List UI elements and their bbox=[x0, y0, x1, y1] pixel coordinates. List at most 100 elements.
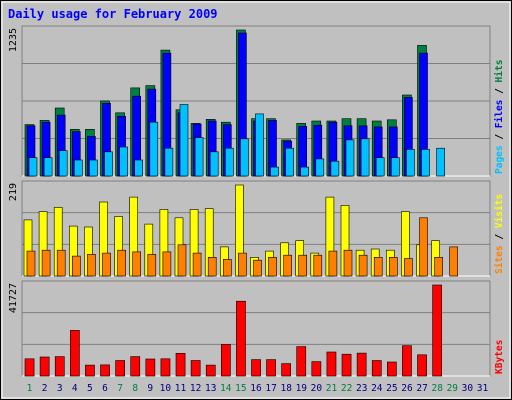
bar-pages-day-2 bbox=[43, 157, 53, 177]
bar-sites-day-24 bbox=[373, 256, 383, 277]
bar-pages-day-19 bbox=[300, 166, 310, 177]
bar-kbytes-day-3 bbox=[54, 356, 65, 377]
bar-kbytes-day-4 bbox=[70, 330, 80, 377]
x-tick-label-day-1: 1 bbox=[27, 383, 33, 394]
x-tick-label-day-8: 8 bbox=[132, 383, 138, 394]
x-tick-label-day-10: 10 bbox=[160, 383, 172, 394]
bar-pages-day-17 bbox=[270, 166, 279, 177]
bar-sites-day-6 bbox=[102, 252, 111, 277]
bar-kbytes-day-15 bbox=[236, 300, 246, 377]
legend-separator: / bbox=[494, 82, 505, 99]
x-tick-label-day-20: 20 bbox=[311, 383, 323, 394]
bar-pages-day-24 bbox=[375, 157, 385, 177]
bar-pages-day-21 bbox=[330, 160, 340, 177]
legend-visits_sites: Sites / Visits bbox=[494, 194, 505, 274]
bar-sites-day-14 bbox=[223, 259, 232, 277]
legend-kbytes: KBytes bbox=[494, 340, 505, 374]
bar-sites-day-12 bbox=[192, 252, 202, 277]
x-tick-label-day-30: 30 bbox=[462, 383, 474, 394]
bar-pages-day-22 bbox=[345, 139, 355, 177]
x-tick-label-day-3: 3 bbox=[57, 383, 63, 394]
panel-kbytes: 41727 KBytes bbox=[8, 280, 505, 377]
x-tick-label-day-27: 27 bbox=[416, 383, 427, 394]
bar-sites-day-10 bbox=[162, 251, 172, 277]
x-tick-label-day-29: 29 bbox=[447, 383, 459, 394]
panel-hits_files_pages: 1235 Pages / Files / Hits bbox=[8, 25, 505, 177]
bar-kbytes-day-28 bbox=[432, 284, 442, 377]
x-tick-label-day-11: 11 bbox=[175, 383, 187, 394]
legend-separator: / bbox=[494, 128, 505, 145]
x-tick-label-day-17: 17 bbox=[265, 383, 276, 394]
bar-kbytes-day-17 bbox=[266, 359, 276, 377]
x-tick-label-day-16: 16 bbox=[250, 383, 262, 394]
bar-sites-day-23 bbox=[358, 254, 368, 277]
bar-pages-day-7 bbox=[119, 146, 128, 177]
bar-pages-day-10 bbox=[164, 147, 174, 177]
bar-pages-day-26 bbox=[406, 149, 415, 177]
bar-pages-day-23 bbox=[360, 138, 370, 177]
legend-separator: / bbox=[494, 228, 505, 245]
x-tick-label-day-19: 19 bbox=[296, 383, 308, 394]
bar-pages-day-6 bbox=[104, 151, 113, 177]
bar-kbytes-day-24 bbox=[371, 360, 382, 377]
chart-title: Daily usage for February 2009 bbox=[8, 7, 218, 21]
bar-kbytes-day-25 bbox=[386, 361, 397, 377]
bar-sites-day-3 bbox=[56, 249, 66, 277]
bar-sites-day-5 bbox=[87, 254, 96, 277]
bar-sites-day-28 bbox=[434, 256, 443, 277]
bar-kbytes-day-23 bbox=[356, 352, 367, 377]
x-tick-label-day-9: 9 bbox=[147, 383, 153, 394]
legend-item-pages: Pages bbox=[494, 145, 505, 174]
legend-item-hits: Hits bbox=[494, 60, 505, 83]
bar-pages-day-4 bbox=[74, 159, 83, 177]
bar-sites-day-22 bbox=[343, 249, 353, 277]
x-tick-label-day-13: 13 bbox=[205, 383, 216, 394]
bar-kbytes-day-2 bbox=[39, 356, 50, 377]
x-tick-label-day-24: 24 bbox=[371, 383, 383, 394]
bar-sites-day-20 bbox=[313, 254, 323, 277]
bar-kbytes-day-26 bbox=[402, 345, 412, 377]
bar-pages-day-15 bbox=[240, 138, 249, 177]
x-tick-label-day-7: 7 bbox=[117, 383, 123, 394]
legend-item-visits: Visits bbox=[494, 194, 505, 228]
bar-kbytes-day-12 bbox=[190, 360, 201, 377]
bar-sites-day-19 bbox=[298, 254, 308, 277]
bar-sites-day-9 bbox=[147, 254, 157, 277]
bar-sites-day-4 bbox=[72, 255, 81, 277]
bar-kbytes-day-8 bbox=[130, 356, 141, 377]
bar-kbytes-day-18 bbox=[281, 363, 291, 377]
x-tick-label-day-18: 18 bbox=[280, 383, 292, 394]
bar-kbytes-day-5 bbox=[85, 364, 95, 377]
x-tick-label-day-31: 31 bbox=[477, 383, 489, 394]
bar-sites-day-18 bbox=[283, 254, 292, 277]
bar-sites-day-2 bbox=[41, 249, 51, 277]
bar-pages-day-8 bbox=[134, 159, 143, 177]
x-tick-label-day-4: 4 bbox=[72, 383, 78, 394]
bar-kbytes-day-7 bbox=[115, 360, 125, 377]
bar-kbytes-day-6 bbox=[100, 364, 110, 377]
x-tick-label-day-6: 6 bbox=[102, 383, 108, 394]
bar-sites-day-26 bbox=[404, 258, 413, 277]
bar-sites-day-13 bbox=[207, 256, 217, 277]
bar-kbytes-day-19 bbox=[296, 346, 307, 377]
x-tick-label-day-25: 25 bbox=[386, 383, 397, 394]
bar-kbytes-day-13 bbox=[205, 364, 216, 377]
bar-sites-day-21 bbox=[328, 250, 338, 277]
bar-pages-day-25 bbox=[390, 157, 400, 177]
bar-pages-day-14 bbox=[225, 147, 234, 177]
x-tick-label-day-28: 28 bbox=[431, 383, 443, 394]
bar-pages-day-18 bbox=[285, 147, 294, 177]
y-max-label: 1235 bbox=[8, 28, 19, 52]
bar-kbytes-day-20 bbox=[311, 361, 322, 377]
y-max-label: 219 bbox=[8, 183, 19, 201]
bar-pages-day-13 bbox=[209, 151, 219, 177]
bar-sites-day-16 bbox=[253, 259, 262, 277]
bar-sites-day-11 bbox=[177, 244, 187, 277]
bar-kbytes-day-10 bbox=[160, 358, 171, 377]
bar-pages-day-11 bbox=[179, 104, 189, 177]
x-tick-label-day-22: 22 bbox=[341, 383, 352, 394]
panel-visits_sites: 219 Sites / Visits bbox=[8, 180, 505, 277]
